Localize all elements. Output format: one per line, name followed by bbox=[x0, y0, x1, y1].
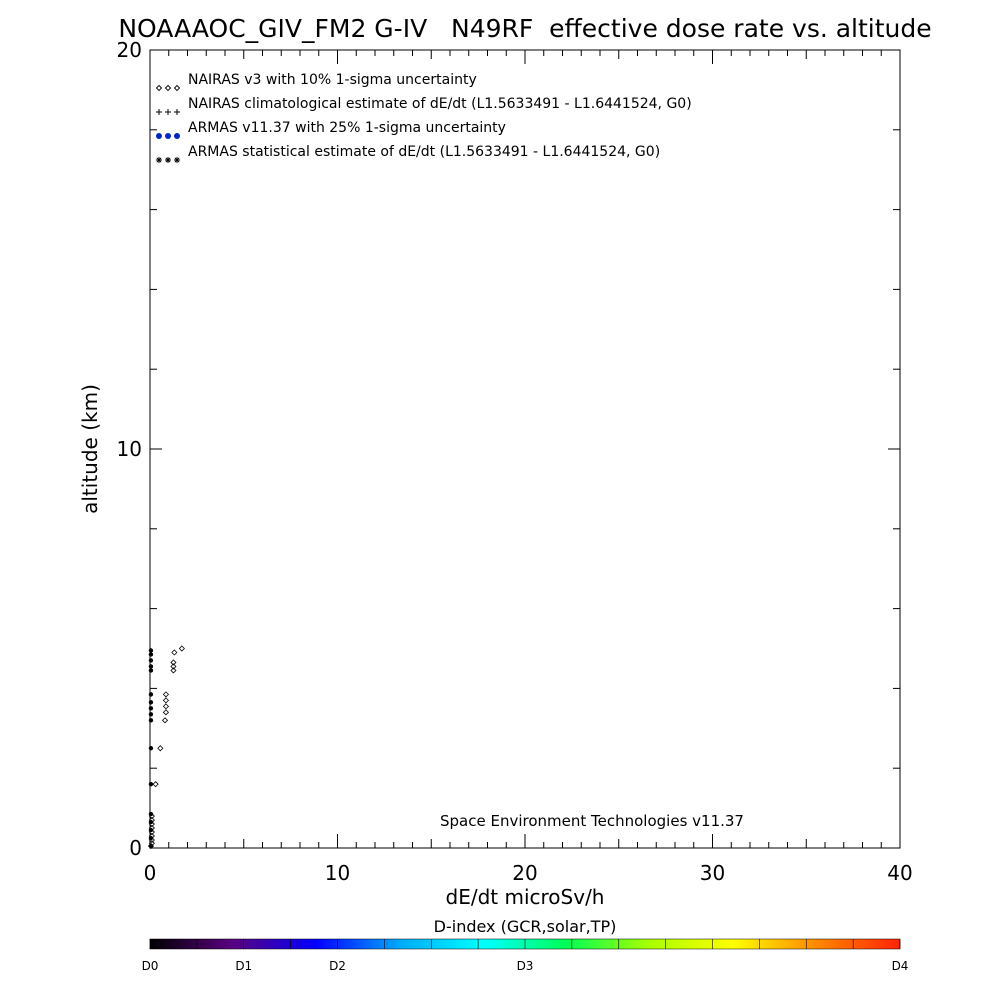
legend-symbol bbox=[156, 133, 180, 139]
legend-label: ARMAS statistical estimate of dE/dt (L1.… bbox=[188, 144, 660, 160]
data-point bbox=[170, 663, 177, 670]
legend-item: ARMAS statistical estimate of dE/dt (L1.… bbox=[156, 144, 660, 163]
colorbar-labels: D0 D1 D2 D3 D4 bbox=[142, 959, 909, 973]
data-point bbox=[148, 712, 154, 717]
colorbar-ticks bbox=[149, 939, 901, 949]
data-point bbox=[148, 827, 154, 833]
y-tick-label: 10 bbox=[117, 437, 142, 461]
data-point bbox=[148, 692, 154, 697]
y-minor-ticks bbox=[150, 49, 900, 849]
data-point bbox=[148, 781, 154, 787]
x-tick-label: 10 bbox=[325, 861, 350, 885]
x-tick-labels: 0 10 20 30 40 bbox=[144, 861, 913, 885]
data-point bbox=[148, 811, 154, 817]
data-point bbox=[148, 835, 154, 841]
colorbar-label: D3 bbox=[517, 959, 534, 973]
legend: NAIRAS v3 with 10% 1-sigma uncertainty NA… bbox=[155, 72, 692, 163]
data-point bbox=[170, 667, 177, 674]
colorbar-label: D0 bbox=[142, 959, 159, 973]
data-point bbox=[148, 819, 154, 825]
plot-area bbox=[149, 49, 901, 849]
x-axis-label: dE/dt microSv/h bbox=[446, 885, 605, 909]
x-tick-label: 30 bbox=[700, 861, 725, 885]
data-point bbox=[148, 706, 154, 711]
colorbar-title: D-index (GCR,solar,TP) bbox=[434, 917, 617, 936]
data-point bbox=[148, 700, 154, 705]
x-tick-label: 0 bbox=[144, 861, 157, 885]
y-tick-label: 20 bbox=[117, 38, 142, 62]
legend-symbol bbox=[156, 157, 180, 163]
chart-title: NOAAAOC_GIV_FM2 G-IV N49RF effective dos… bbox=[118, 14, 931, 43]
x-minor-ticks bbox=[149, 50, 901, 848]
series bbox=[148, 648, 154, 849]
data-point bbox=[148, 668, 154, 673]
data-point bbox=[178, 645, 185, 652]
y-tick-labels: 0 10 20 bbox=[117, 38, 142, 860]
colorbar-label: D4 bbox=[892, 959, 909, 973]
legend-item: NAIRAS climatological estimate of dE/dt … bbox=[156, 96, 692, 115]
data-point bbox=[157, 745, 164, 752]
data-point bbox=[162, 691, 170, 698]
data-point bbox=[152, 781, 159, 788]
data-point bbox=[162, 697, 170, 704]
legend-symbol bbox=[155, 84, 181, 92]
data-point bbox=[161, 717, 169, 724]
y-axis-label: altitude (km) bbox=[78, 384, 102, 514]
series bbox=[147, 645, 185, 850]
x-tick-label: 40 bbox=[887, 861, 912, 885]
data-point bbox=[148, 658, 154, 663]
colorbar-label: D1 bbox=[235, 959, 252, 973]
data-point bbox=[148, 718, 154, 723]
legend-item: ARMAS v11.37 with 25% 1-sigma uncertaint… bbox=[156, 120, 506, 139]
colorbar-label: D2 bbox=[329, 959, 346, 973]
data-point bbox=[148, 652, 154, 657]
data-point bbox=[162, 703, 170, 710]
x-tick-label: 20 bbox=[512, 861, 537, 885]
legend-label: ARMAS v11.37 with 25% 1-sigma uncertaint… bbox=[188, 120, 506, 136]
data-point bbox=[148, 664, 154, 669]
data-point bbox=[170, 659, 177, 666]
legend-label: NAIRAS v3 with 10% 1-sigma uncertainty bbox=[188, 72, 477, 88]
legend-label: NAIRAS climatological estimate of dE/dt … bbox=[188, 96, 692, 112]
legend-symbol bbox=[156, 109, 180, 115]
data-point bbox=[148, 648, 154, 653]
data-point bbox=[171, 649, 178, 656]
annotation-credit: Space Environment Technologies v11.37 bbox=[440, 812, 744, 830]
y-tick-label: 0 bbox=[129, 836, 142, 860]
data-point bbox=[148, 843, 154, 849]
data-point bbox=[162, 709, 170, 716]
data-points bbox=[147, 645, 185, 850]
data-point bbox=[148, 746, 154, 751]
legend-item: NAIRAS v3 with 10% 1-sigma uncertainty bbox=[155, 72, 477, 92]
